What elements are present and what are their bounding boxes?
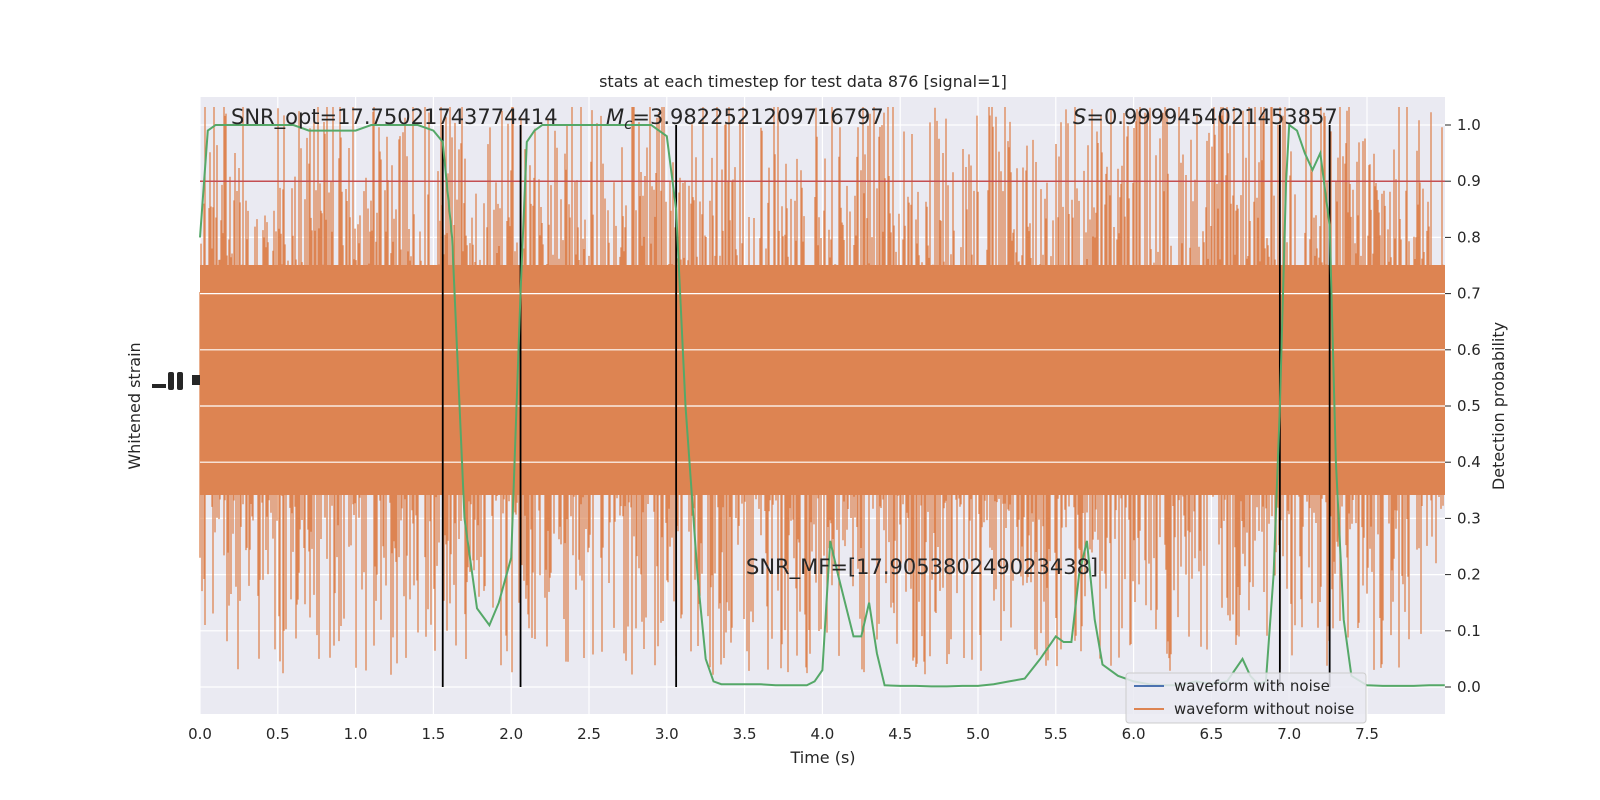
x-tick-label: 7.5 — [1355, 725, 1379, 743]
x-tick-label: 4.5 — [888, 725, 912, 743]
legend-entry-with-noise: waveform with noise — [1174, 677, 1330, 695]
left-axis-ticks-glitch — [152, 372, 200, 390]
y-tick-label: 0.8 — [1457, 228, 1481, 246]
x-tick-label: 1.0 — [344, 725, 368, 743]
legend-entry-without-noise: waveform without noise — [1174, 700, 1354, 718]
y-axis-right-ticks: 0.0 0.1 0.2 0.3 0.4 0.5 0.6 0.7 0.8 0.9 1.0 — [1445, 116, 1481, 696]
waveform-without-noise — [199, 107, 1445, 675]
x-axis-label: Time (s) — [789, 748, 855, 767]
y-tick-label: 1.0 — [1457, 116, 1481, 134]
x-tick-label: 1.5 — [421, 725, 445, 743]
snr-mf-annotation: SNR_MF=[17.905380249023438] — [746, 555, 1098, 580]
x-tick-label: 0.0 — [188, 725, 212, 743]
y-tick-label: 0.1 — [1457, 622, 1481, 640]
x-tick-label: 5.5 — [1044, 725, 1068, 743]
legend-box — [1125, 672, 1367, 724]
legend: waveform with noise waveform without noi… — [1125, 672, 1367, 724]
x-tick-label: 6.0 — [1122, 725, 1146, 743]
chart-title: stats at each timestep for test data 876… — [599, 72, 1007, 91]
x-tick-label: 3.0 — [655, 725, 679, 743]
s-annotation: S=0.9999454021453857 — [1073, 105, 1338, 129]
chirp-mass-annotation: Mc=3.9822521209716797 — [606, 105, 884, 133]
x-tick-label: 0.5 — [266, 725, 290, 743]
x-axis-ticks: 0.0 0.5 1.0 1.5 2.0 2.5 3.0 3.5 4.0 4.5 5.0 5.5 6.0 6… — [188, 725, 1379, 743]
x-tick-label: 3.5 — [733, 725, 757, 743]
y-tick-label: 0.6 — [1457, 341, 1481, 359]
x-tick-label: 5.0 — [966, 725, 990, 743]
detection-probability-line — [199, 123, 1445, 688]
x-tick-label: 2.5 — [577, 725, 601, 743]
snr-opt-annotation: SNR_opt=17.75021743774414 — [231, 105, 558, 130]
y-tick-label: 0.0 — [1457, 678, 1481, 696]
y-tick-label: 0.4 — [1457, 453, 1481, 471]
waveform-core — [200, 265, 1445, 495]
x-tick-label: 4.0 — [810, 725, 834, 743]
x-tick-label: 2.0 — [499, 725, 523, 743]
x-tick-label: 6.5 — [1199, 725, 1223, 743]
y-tick-label: 0.3 — [1457, 509, 1481, 527]
y-tick-label: 0.5 — [1457, 397, 1481, 415]
x-tick-label: 7.0 — [1277, 725, 1301, 743]
y-axis-left-label: Whitened strain — [125, 342, 144, 469]
y-axis-right-label: Detection probability — [1489, 322, 1508, 490]
y-tick-label: 0.2 — [1457, 566, 1481, 584]
y-tick-label: 0.7 — [1457, 285, 1481, 303]
y-tick-label: 0.9 — [1457, 172, 1481, 190]
